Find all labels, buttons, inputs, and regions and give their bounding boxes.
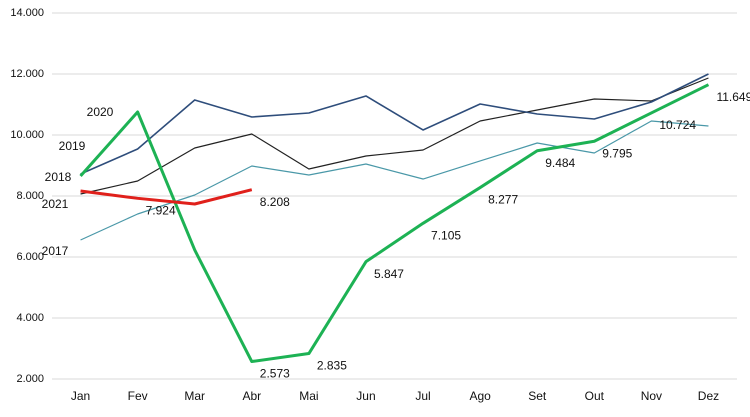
- data-label: 8.277: [488, 193, 518, 207]
- data-label: 9.795: [602, 146, 632, 160]
- data-label: 2.573: [260, 367, 290, 381]
- data-label: 10.724: [659, 118, 696, 132]
- data-label: 2.835: [317, 359, 347, 373]
- series-name: 2020: [87, 105, 114, 119]
- x-tick-label: Jan: [71, 389, 90, 403]
- x-tick-label: Fev: [128, 389, 148, 403]
- series-name: 2017: [42, 244, 69, 258]
- series-line: [80, 120, 709, 241]
- x-tick-label: Mai: [299, 389, 318, 403]
- series-line: [80, 188, 253, 206]
- y-tick-label: 8.000: [16, 190, 44, 202]
- data-label: 9.484: [545, 156, 575, 170]
- series-name: 2018: [45, 170, 72, 184]
- series-line: [80, 73, 709, 175]
- data-label: 5.847: [374, 267, 404, 281]
- x-tick-label: Set: [528, 389, 547, 403]
- y-tick-label: 10.000: [10, 129, 44, 141]
- x-tick-label: Out: [585, 389, 605, 403]
- y-tick-label: 12.000: [10, 68, 44, 80]
- x-tick-label: Abr: [242, 389, 261, 403]
- y-tick-label: 6.000: [16, 251, 44, 263]
- series-name: 2021: [42, 197, 69, 211]
- data-label: 7.105: [431, 228, 461, 242]
- y-tick-label: 4.000: [16, 312, 44, 324]
- x-tick-label: Nov: [641, 389, 662, 403]
- data-label: 8.208: [260, 195, 290, 209]
- data-label: 7.924: [146, 203, 176, 217]
- series-line: [80, 77, 709, 195]
- y-tick-label: 2.000: [16, 373, 44, 385]
- x-tick-label: Jul: [415, 389, 430, 403]
- x-tick-label: Dez: [698, 389, 719, 403]
- x-tick-label: Ago: [469, 389, 491, 403]
- y-tick-label: 14.000: [10, 7, 44, 19]
- x-tick-label: Mar: [184, 389, 205, 403]
- series-name: 2019: [59, 139, 86, 153]
- series-line: [79, 83, 710, 364]
- data-label: 11.649: [716, 90, 750, 104]
- x-tick-label: Jun: [356, 389, 375, 403]
